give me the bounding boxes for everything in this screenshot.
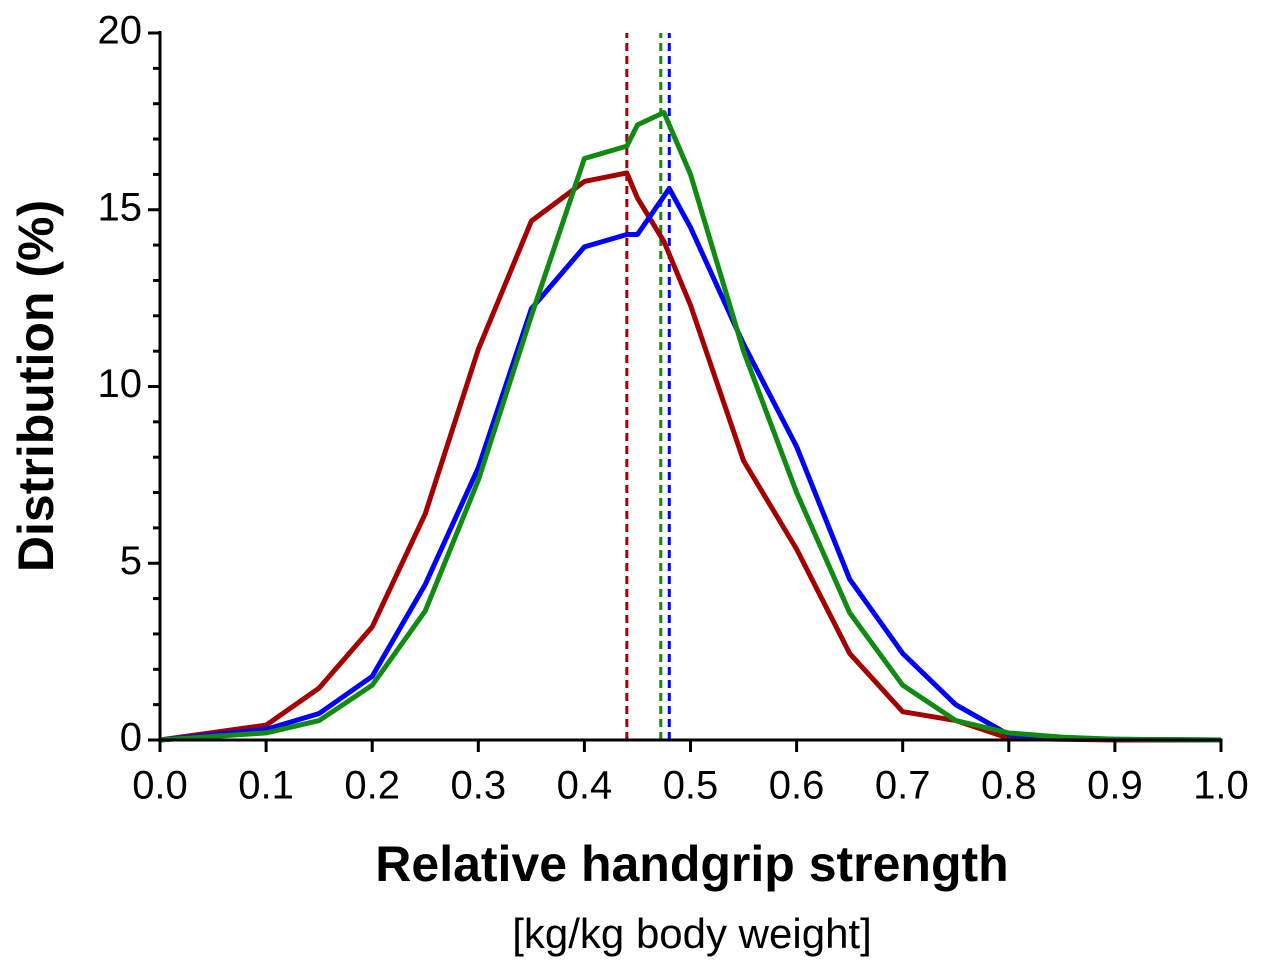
line-series [159,186,1222,743]
line-series [159,110,1222,743]
y-axis-title: Distribution (%) [8,200,64,572]
x-tick-label: 0.4 [557,764,613,808]
x-tick-label: 1.0 [1193,764,1249,808]
x-tick-label: 0.5 [663,764,719,808]
x-axis-title: Relative handgrip strength [375,836,1008,892]
x-tick-label: 0.2 [344,764,400,808]
y-tick-label: 5 [120,539,142,583]
line-series [159,170,1221,743]
y-tick-label: 10 [98,362,143,406]
x-tick-label: 0.8 [981,764,1037,808]
x-tick-label: 0.9 [1087,764,1143,808]
y-tick-label: 20 [98,9,143,53]
x-tick-label: 0.3 [450,764,506,808]
x-tick-label: 0.0 [132,764,188,808]
y-tick-label: 15 [98,185,143,229]
y-tick-label: 0 [120,716,142,760]
x-tick-label: 0.7 [875,764,931,808]
x-tick-label: 0.6 [769,764,825,808]
x-axis-subtitle: [kg/kg body weight] [512,910,872,957]
x-tick-label: 0.1 [238,764,294,808]
